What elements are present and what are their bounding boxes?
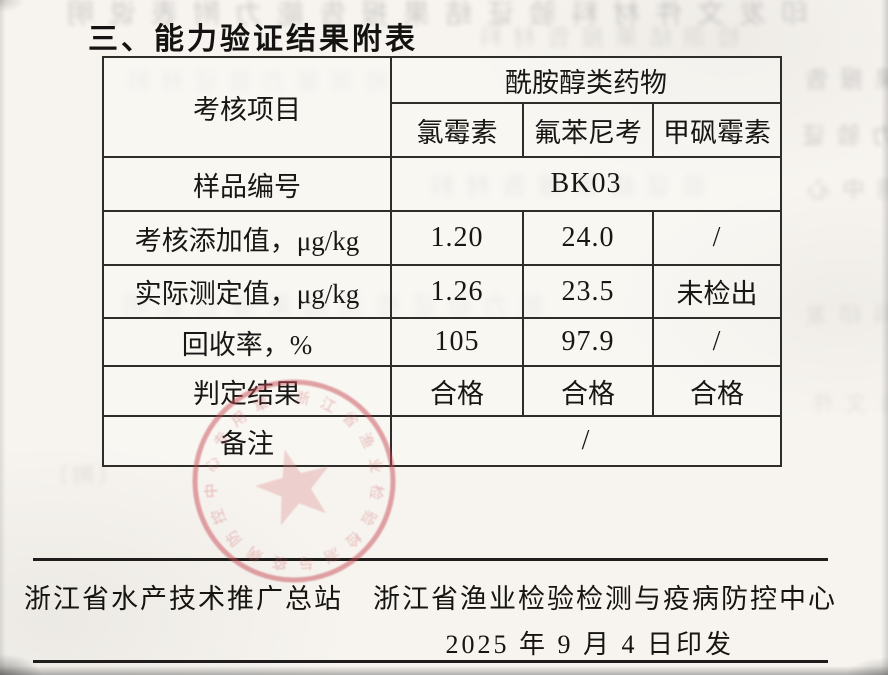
footer-issue-date: 2025 年 9 月 4 日印发 xyxy=(445,630,734,659)
bleedthrough-text: 检测结果报告材料 xyxy=(468,25,740,50)
page-title: 三、能力验证结果附表 xyxy=(88,22,418,57)
cell-remarks: / xyxy=(390,415,782,467)
scan-edge-shadow-left xyxy=(0,0,6,675)
header-item-label: 考核项目 xyxy=(102,56,392,158)
row-label-added-value: 考核添加值，μg/kg xyxy=(102,210,392,266)
cell-recovery-chloramphenicol: 105 xyxy=(390,317,524,367)
cell-judgement-chloramphenicol: 合格 xyxy=(390,365,524,417)
scan-corner-shadow xyxy=(0,641,70,675)
cell-recovery-thiamphenicol: / xyxy=(652,317,782,367)
footer-organizations: 浙江省水产技术推广总站 浙江省渔业检验检测与疫病防控中心 xyxy=(24,577,835,616)
footer-rule-bottom xyxy=(33,660,828,663)
bleedthrough-text: 报告文件 xyxy=(799,391,888,416)
header-group-label: 酰胺醇类药物 xyxy=(390,56,782,104)
cell-measured-thiamphenicol: 未检出 xyxy=(652,264,782,319)
header-drug-chloramphenicol: 氯霉素 xyxy=(390,102,524,158)
cell-sample-id: BK03 xyxy=(390,156,782,212)
header-drug-florfenicol: 氟苯尼考 xyxy=(522,102,654,158)
row-label-sample-id: 样品编号 xyxy=(102,156,392,212)
cell-added-florfenicol: 24.0 xyxy=(522,210,654,266)
header-drug-thiamphenicol: 甲砜霉素 xyxy=(652,102,782,158)
row-label-recovery: 回收率，% xyxy=(102,317,392,367)
cell-added-chloramphenicol: 1.20 xyxy=(390,210,524,266)
results-table: 考核项目 酰胺醇类药物 氯霉素 氟苯尼考 甲砜霉素 样品编号 BK03 考核添加… xyxy=(102,56,782,467)
footer-org-2: 浙江省渔业检验检测与疫病防控中心 xyxy=(373,584,837,614)
scan-edge-shadow-bottom xyxy=(0,666,888,675)
row-label-measured-value: 实际测定值，μg/kg xyxy=(102,264,392,319)
scan-edge-shadow-right xyxy=(881,0,888,675)
footer-org-1: 浙江省水产技术推广总站 xyxy=(24,584,343,614)
bleedthrough-text: 检测中心 xyxy=(795,177,888,202)
cell-measured-florfenicol: 23.5 xyxy=(522,264,654,319)
cell-added-thiamphenicol: / xyxy=(652,210,782,266)
cell-recovery-florfenicol: 97.9 xyxy=(522,317,654,367)
row-label-judgement: 判定结果 xyxy=(102,365,392,417)
bleedthrough-text: 能力验证 xyxy=(790,123,888,148)
cell-measured-chloramphenicol: 1.26 xyxy=(390,264,524,319)
footer-rule-top xyxy=(33,558,828,561)
cell-judgement-florfenicol: 合格 xyxy=(522,365,654,417)
cell-judgement-thiamphenicol: 合格 xyxy=(652,365,782,417)
scan-corner-shadow xyxy=(818,645,888,675)
row-label-remarks: 备注 xyxy=(102,415,392,467)
bleedthrough-text: 材料印发 xyxy=(793,303,888,328)
bleedthrough-text: 结果报告 xyxy=(793,67,888,92)
scan-corner-shadow xyxy=(0,0,40,22)
